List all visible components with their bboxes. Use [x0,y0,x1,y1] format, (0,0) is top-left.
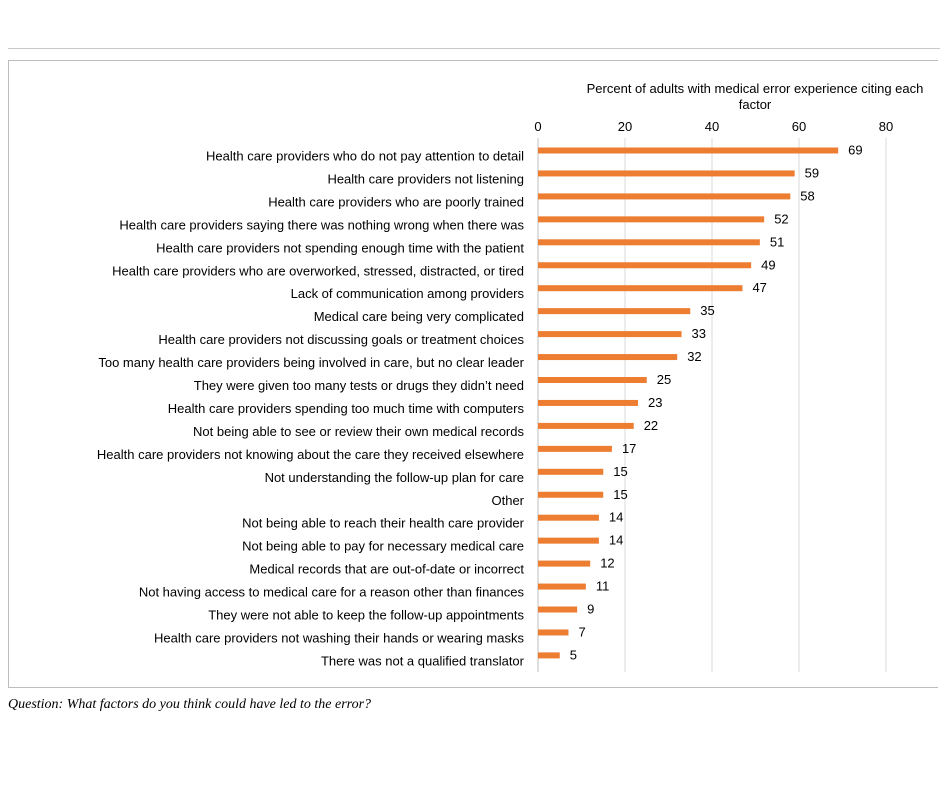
x-tick-label: 40 [705,119,719,134]
bar [538,606,578,613]
bar [538,239,760,246]
data-label: 51 [770,234,784,249]
category-label: Not understanding the follow-up plan for… [265,470,524,485]
category-label: There was not a qualified translator [321,653,525,668]
x-tick-label: 20 [618,119,632,134]
category-label: Not being able to pay for necessary medi… [242,539,524,554]
category-label: Too many health care providers being inv… [98,355,524,370]
x-tick-label: 60 [792,119,806,134]
data-label: 47 [752,280,766,295]
bar [538,354,678,361]
bar [538,537,599,544]
bar [538,560,591,567]
bar [538,583,586,590]
data-label: 9 [587,602,594,617]
data-label: 49 [761,257,775,272]
data-label: 59 [805,165,819,180]
data-label: 22 [644,418,658,433]
data-label: 7 [578,624,585,639]
category-label: They were given too many tests or drugs … [194,378,524,393]
question-footnote: Question: What factors do you think coul… [8,697,372,712]
category-label: Health care providers spending too much … [168,401,525,416]
category-label: Health care providers not spending enoug… [156,240,524,255]
x-axis-title: Percent of adults with medical error exp… [586,81,924,112]
category-label: Medical records that are out-of-date or … [249,562,524,577]
bar [538,468,604,475]
data-label: 5 [570,647,577,662]
category-label: Health care providers not discussing goa… [158,332,524,347]
data-label: 15 [613,464,627,479]
category-label: Health care providers not washing their … [154,630,524,645]
bar [538,399,639,406]
data-label: 14 [609,533,623,548]
data-label: 14 [609,510,623,525]
chart-frame [8,60,938,688]
bar [538,308,691,315]
bar [538,170,795,177]
data-label: 25 [657,372,671,387]
bar [538,377,647,383]
bar [538,262,752,269]
category-label: They were not able to keep the follow-up… [208,608,524,623]
bar [538,331,682,338]
category-label: Health care providers not listening [327,171,524,186]
data-label: 15 [613,487,627,502]
data-label: 12 [600,556,614,571]
category-label: Health care providers not knowing about … [97,447,524,462]
category-label: Health care providers saying there was n… [119,217,524,232]
category-label: Not being able to reach their health car… [242,516,525,531]
bar [538,147,839,154]
category-label: Health care providers who do not pay att… [206,149,524,164]
data-label: 11 [596,579,610,594]
bar [538,629,569,636]
data-label: 69 [848,143,862,158]
data-label: 17 [622,441,636,456]
data-label: 35 [700,303,714,318]
category-label: Medical care being very complicated [314,309,524,324]
top-divider [8,48,940,49]
bar [538,285,743,292]
data-label: 23 [648,395,662,410]
category-label: Health care providers who are poorly tra… [268,194,524,209]
data-label: 32 [687,349,701,364]
bar [538,652,560,659]
category-label: Not having access to medical care for a … [139,585,525,600]
bar [538,422,634,429]
bar [538,514,599,521]
bar [538,445,612,452]
data-label: 33 [692,326,706,341]
bar [538,216,765,223]
data-label: 58 [800,188,814,203]
bar [538,491,604,498]
category-label: Not being able to see or review their ow… [193,424,524,439]
category-label: Lack of communication among providers [291,286,525,301]
bar [538,193,791,200]
category-label: Other [491,493,524,508]
category-label: Health care providers who are overworked… [112,263,524,278]
data-label: 52 [774,211,788,226]
x-tick-label: 80 [879,119,893,134]
x-tick-label: 0 [534,119,541,134]
